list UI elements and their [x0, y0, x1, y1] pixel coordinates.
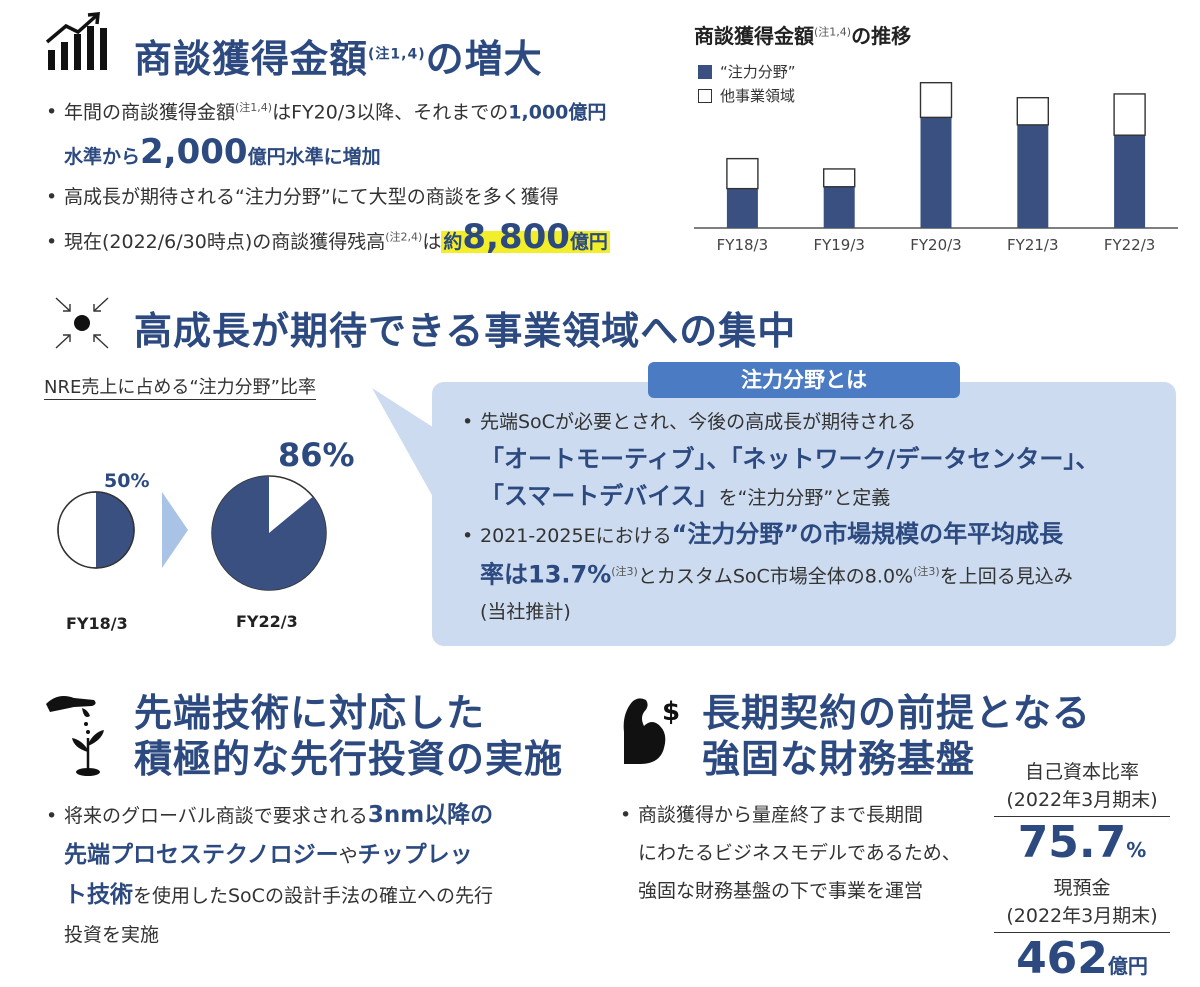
equity-ratio-value: 75.7%	[1017, 817, 1147, 868]
bar-focus-4	[1114, 135, 1146, 228]
callout-pointer	[372, 388, 442, 513]
callout-line-5: 率は13.7%(注3)とカスタムSoC市場全体の8.0%(注3)を上回る見込み	[480, 560, 1073, 589]
section4-body: • 商談獲得から量産終了まで長期間 にわたるビジネスモデルであるため、 強固な財務…	[620, 796, 961, 910]
section2-title: 高成長が期待できる事業領域への集中	[134, 309, 797, 353]
cash-label: 現預金	[1053, 877, 1111, 899]
equity-ratio-block: 自己資本比率 (2022年3月期末) 75.7%	[994, 758, 1170, 868]
x-tick-label: FY19/3	[813, 236, 864, 254]
cash-block: 現預金 (2022年3月期末) 462億円	[994, 874, 1170, 984]
bar-focus-1	[823, 186, 855, 228]
pie-fy18	[57, 491, 135, 569]
callout-line-1: • 先端SoCが必要とされ、今後の高成長が期待される	[462, 411, 917, 433]
bar-other-0	[726, 157, 759, 190]
callout-line-3: 「スマートデバイス」を“注力分野”と定義	[480, 482, 891, 510]
s4-line-3: 強固な財務基盤の下で事業を運営	[638, 880, 924, 902]
nre-ratio-label: NRE売上に占める“注力分野”比率	[44, 373, 316, 400]
bar-other-4	[1113, 93, 1146, 136]
focus-converge-icon	[55, 297, 109, 349]
bar-focus-0	[726, 188, 758, 228]
x-tick-label: FY18/3	[717, 236, 768, 254]
chart-title: 商談獲得金額(注1,4)の推移	[694, 24, 912, 48]
bar-chart: FY18/3 FY19/3 FY20/3 FY21/3 FY22/3	[694, 81, 1178, 254]
equity-ratio-label: 自己資本比率	[1024, 761, 1139, 783]
s4-line-2: にわたるビジネスモデルであるため、	[638, 842, 961, 864]
arrow-right-icon	[162, 492, 188, 568]
bar-chart-growth-icon	[45, 12, 107, 70]
cash-value: 462億円	[1016, 933, 1148, 984]
section4-title: 長期契約の前提となる 強固な財務基盤	[702, 691, 1091, 781]
s3-line-1: • 将来のグローバル商談で要求される3nm以降の	[46, 802, 494, 828]
chart-legend: “注力分野” 他事業領域	[698, 60, 796, 108]
callout-line-6: (当社推計)	[480, 601, 571, 624]
section1-title: 商談獲得金額(注1,4)の増大	[134, 37, 543, 81]
callout-line-2: 「オートモーティブ」、「ネットワーク/データセンター」、	[480, 445, 1100, 473]
focus-area-callout-title: 注力分野とは	[648, 362, 960, 398]
section1-bullets: • 年間の商談獲得金額(注1,4)はFY20/3以降、それまでの1,000億円 水…	[46, 88, 610, 262]
s3-line-2: 先端プロセステクノロジーやチップレッ	[64, 842, 473, 868]
pie1-period-label: FY18/3	[66, 614, 128, 633]
cash-period: (2022年3月期末)	[994, 902, 1170, 933]
bar-focus-2	[920, 117, 952, 228]
section3-body: • 将来のグローバル商談で要求される3nm以降の 先端プロセステクノロジーやチップ…	[46, 796, 493, 955]
s3-line-3: ト技術を使用したSoCの設計手法の確立への先行	[64, 882, 493, 908]
bullet-large-deals: • 高成長が期待される“注力分野”にて大型の商談を多く獲得	[46, 186, 559, 209]
callout-line-4: • 2021-2025Eにおける“注力分野”の市場規模の年平均成長	[462, 520, 1064, 548]
focus-area-callout	[432, 382, 1176, 646]
s4-line-1: • 商談獲得から量産終了まで長期間	[620, 804, 924, 826]
bar-other-2	[919, 81, 953, 119]
x-tick-label: FY20/3	[910, 236, 961, 254]
legend-item-focus: “注力分野”	[698, 60, 796, 84]
bullet-backlog: • 現在(2022/6/30時点)の商談獲得残高(注2,4)は 約8,800億円	[46, 217, 610, 258]
bar-other-1	[822, 168, 856, 188]
bullet-annual-amount-cont: 水準から2,000億円水準に増加	[64, 132, 381, 173]
x-tick-label: FY21/3	[1007, 236, 1058, 254]
x-tick-label: FY22/3	[1104, 236, 1155, 254]
focus-area-callout-body: • 先端SoCが必要とされ、今後の高成長が期待される 「オートモーティブ」、「ネッ…	[462, 404, 1099, 630]
strong-arm-dollar-icon: $	[623, 697, 680, 764]
section3-title: 先端技術に対応した 積極的な先行投資の実施	[134, 691, 564, 781]
legend-item-other: 他事業領域	[698, 84, 796, 108]
equity-ratio-period: (2022年3月期末)	[994, 786, 1170, 817]
pie2-period-label: FY22/3	[236, 612, 298, 631]
pie-fy22	[211, 475, 327, 591]
bar-other-3	[1016, 96, 1049, 126]
pie2-value-label: 86%	[278, 436, 355, 474]
bar-focus-3	[1017, 124, 1049, 228]
svg-text:$: $	[662, 697, 680, 727]
bullet-annual-amount: • 年間の商談獲得金額(注1,4)はFY20/3以降、それまでの1,000億円	[46, 101, 607, 124]
investment-seedling-icon	[46, 696, 104, 776]
pie1-value-label: 50%	[104, 470, 150, 492]
s3-line-4: 投資を実施	[64, 924, 160, 946]
